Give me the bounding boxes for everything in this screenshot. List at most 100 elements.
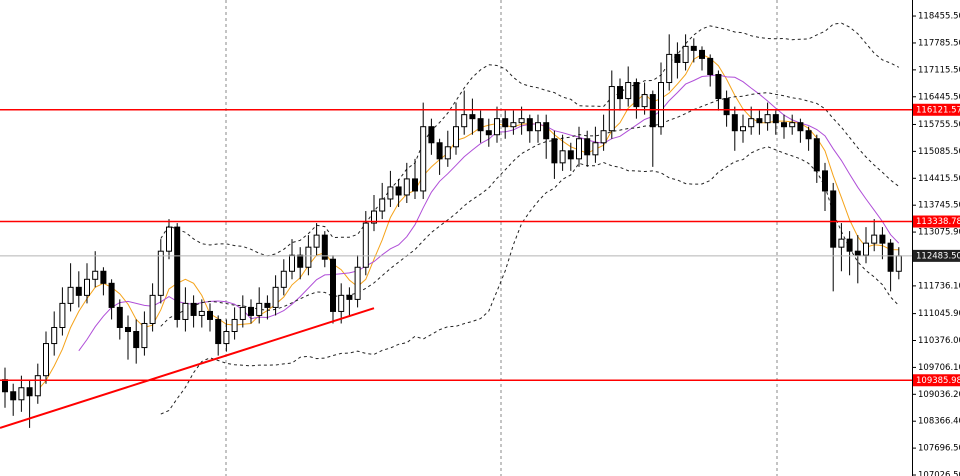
candle-body bbox=[297, 254, 304, 268]
candle-body bbox=[239, 306, 246, 320]
candle-body bbox=[789, 122, 796, 128]
candle-body bbox=[830, 190, 837, 248]
candle-body bbox=[387, 186, 394, 200]
candle-body bbox=[34, 375, 41, 397]
candle-body bbox=[379, 198, 386, 212]
candle-body bbox=[567, 150, 574, 160]
candle-body bbox=[444, 146, 451, 160]
y-tick-label: 109036.20 bbox=[918, 390, 960, 400]
candle-body bbox=[174, 226, 181, 320]
y-tick-label: 113075.90 bbox=[918, 228, 960, 238]
current-price-label: 112483.50 bbox=[916, 251, 960, 261]
candle-body bbox=[346, 294, 353, 300]
candle-body bbox=[477, 118, 484, 132]
candle-body bbox=[772, 114, 779, 124]
candle-body bbox=[871, 234, 878, 244]
candle-body bbox=[838, 238, 845, 248]
moving-average bbox=[37, 53, 899, 391]
candle-body bbox=[674, 53, 681, 63]
candle-body bbox=[321, 234, 328, 260]
candle-body bbox=[453, 126, 459, 148]
candle-body bbox=[846, 238, 853, 252]
y-tick-label: 109706.10 bbox=[918, 363, 960, 373]
trendline bbox=[0, 307, 375, 429]
candle-body bbox=[617, 86, 623, 100]
candle-body bbox=[231, 318, 238, 333]
candle-body bbox=[207, 310, 213, 320]
y-tick-label: 107696.50 bbox=[918, 444, 960, 454]
candle-body bbox=[863, 242, 869, 256]
level-label: 116121.57 bbox=[916, 105, 960, 115]
y-tick-label: 117785.50 bbox=[918, 38, 960, 48]
candle-body bbox=[633, 82, 640, 108]
candle-body bbox=[502, 118, 509, 128]
candle-body bbox=[412, 178, 418, 192]
candle-body bbox=[395, 186, 402, 196]
candle-body bbox=[723, 98, 730, 116]
candle-body bbox=[535, 122, 541, 132]
candle-body bbox=[51, 326, 58, 345]
candle-body bbox=[526, 118, 533, 132]
candle-body bbox=[510, 122, 517, 128]
candle-body bbox=[280, 270, 287, 288]
candle-body bbox=[551, 138, 558, 164]
candle-body bbox=[43, 343, 49, 377]
candle-body bbox=[699, 49, 705, 59]
candle-body bbox=[272, 286, 279, 308]
candle-body bbox=[92, 270, 99, 280]
candle-body bbox=[805, 130, 812, 140]
level-box bbox=[913, 103, 960, 116]
y-tick-label: 111045.90 bbox=[918, 309, 960, 319]
candle-body bbox=[658, 82, 664, 128]
candle-body bbox=[592, 142, 599, 156]
candle-body bbox=[403, 178, 410, 196]
candle-body bbox=[354, 266, 361, 300]
y-tick-label: 118455.50 bbox=[918, 12, 960, 22]
candle-body bbox=[248, 306, 254, 316]
candle-body bbox=[10, 391, 17, 401]
candle-body bbox=[559, 150, 566, 164]
candle-body bbox=[125, 326, 131, 333]
candle-body bbox=[59, 302, 66, 328]
candle-body bbox=[461, 114, 468, 128]
bollinger-band bbox=[160, 22, 900, 257]
candle-body bbox=[149, 294, 156, 324]
candle-body bbox=[822, 170, 828, 192]
y-tick-label: 114415.50 bbox=[918, 174, 960, 184]
y-tick-label: 107026.50 bbox=[918, 471, 960, 476]
candle-body bbox=[666, 53, 673, 84]
level-box bbox=[913, 215, 960, 228]
candle-body bbox=[100, 270, 107, 284]
y-tick-label: 108366.40 bbox=[918, 417, 960, 427]
candle-body bbox=[608, 86, 615, 132]
axis-labels: 118455.50 117785.50 117115.50 116445.50 1157… bbox=[912, 12, 960, 476]
candle-body bbox=[879, 234, 886, 244]
candle-body bbox=[748, 118, 755, 128]
candle-body bbox=[756, 118, 763, 124]
candle-body bbox=[649, 94, 656, 128]
candle-body bbox=[26, 387, 33, 397]
candle-body bbox=[330, 258, 336, 312]
candle-body bbox=[469, 114, 476, 120]
candle-body bbox=[2, 379, 8, 393]
y-tick-label: 113745.50 bbox=[918, 201, 960, 211]
candle-body bbox=[895, 255, 902, 272]
candle-body bbox=[305, 246, 312, 268]
candle-body bbox=[428, 126, 435, 144]
candle-body bbox=[116, 306, 123, 328]
candle-body bbox=[682, 45, 689, 63]
level-box bbox=[913, 374, 960, 387]
candle-body bbox=[740, 126, 746, 132]
candle-body bbox=[108, 282, 115, 308]
candle-body bbox=[190, 302, 197, 316]
candle-body bbox=[256, 302, 263, 316]
candle-body bbox=[264, 302, 271, 308]
candle-body bbox=[362, 222, 369, 268]
candle-body bbox=[781, 122, 787, 128]
candle-body bbox=[641, 94, 648, 108]
candle-body bbox=[215, 318, 222, 345]
candle-body bbox=[141, 322, 148, 349]
candle-body bbox=[797, 122, 804, 132]
candle-body bbox=[494, 118, 500, 136]
current-price-box bbox=[913, 249, 960, 262]
